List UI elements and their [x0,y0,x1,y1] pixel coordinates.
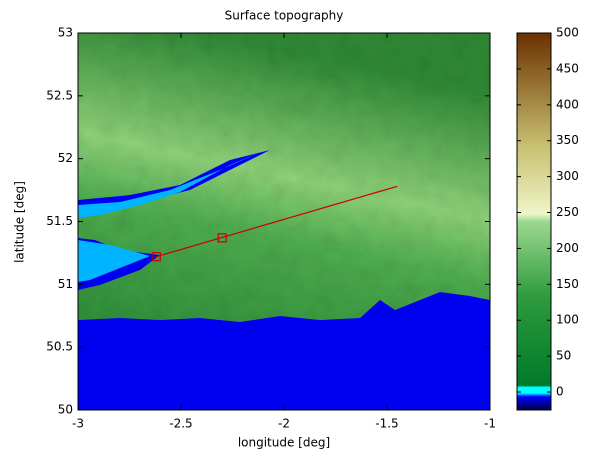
chart-title: Surface topography [225,9,344,23]
x-tick-label: -2 [278,417,290,431]
y-tick-label: 51.5 [46,214,73,228]
profile-line [156,185,398,258]
x-tick-label: -1.5 [375,417,398,431]
colorbar-tick-label: 250 [556,205,579,219]
colorbar-tick-label: 500 [556,26,579,40]
colorbar-tick-label: 0 [556,385,564,399]
colorbar-tick-label: 100 [556,313,579,327]
terrain-image [78,33,490,410]
x-axis-label: longitude [deg] [238,436,330,450]
y-tick-label: 52 [58,151,73,165]
y-tick-label: 53 [58,26,73,40]
y-tick-label: 50.5 [46,340,73,354]
colorbar-tick-label: 350 [556,133,579,147]
colorbar [516,32,552,411]
colorbar-tick-label: 450 [556,61,579,75]
y-tick-label: 51 [58,277,73,291]
marker [217,233,227,243]
colorbar-tick-label: 150 [556,277,579,291]
x-tick-label: -2.5 [169,417,192,431]
y-axis-label: latitude [deg] [13,181,27,263]
y-tick-label: 50 [58,403,73,417]
colorbar-tick-label: 200 [556,241,579,255]
x-tick-label: -3 [72,417,84,431]
marker [151,252,161,262]
colorbar-tick-label: 400 [556,97,579,111]
colorbar-tick-label: 50 [556,349,571,363]
y-tick-label: 52.5 [46,88,73,102]
x-tick-label: -1 [484,417,496,431]
colorbar-tick-label: 300 [556,169,579,183]
